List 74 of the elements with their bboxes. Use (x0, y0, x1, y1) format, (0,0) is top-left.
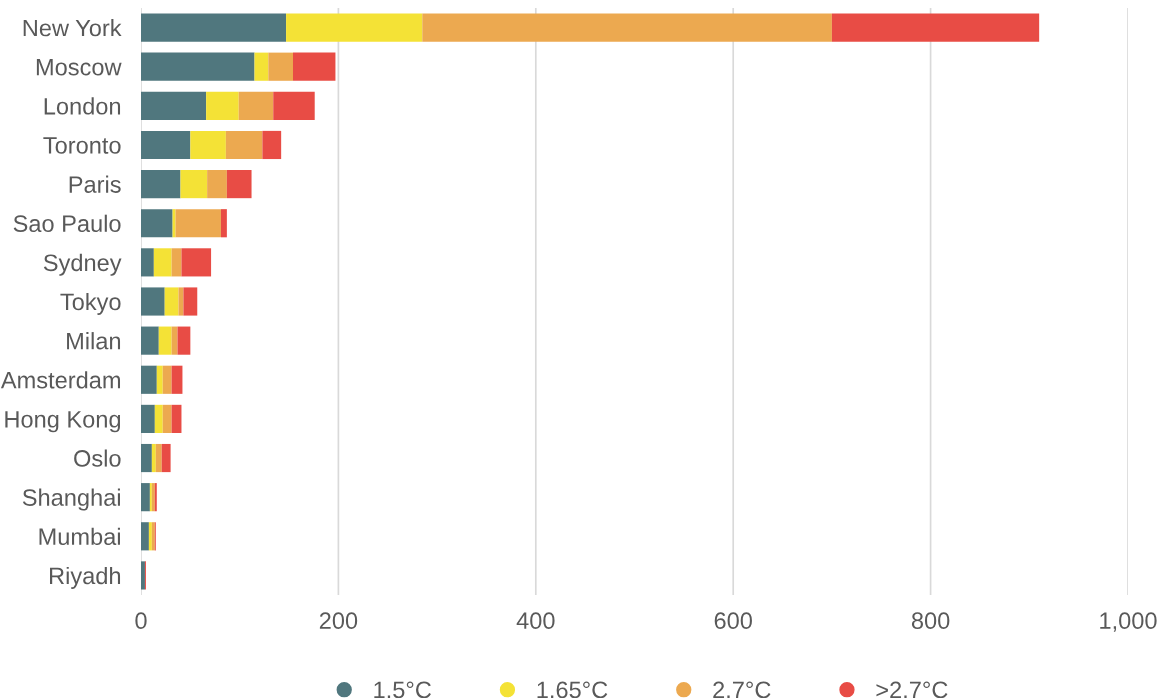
legend-label: 1.65°C (537, 681, 608, 698)
bar (141, 404, 155, 433)
bar (183, 287, 198, 316)
x-tick-label: 800 (911, 612, 950, 630)
bar (141, 365, 157, 394)
bar (141, 287, 165, 316)
y-tick-label: Milan (67, 332, 121, 350)
bar (164, 287, 179, 316)
bar (206, 91, 239, 120)
bar (141, 91, 207, 120)
bar (162, 365, 172, 394)
bar (153, 248, 172, 277)
y-tick-label: Oslo (74, 449, 121, 467)
y-tick-label: Shanghai (22, 488, 120, 511)
y-tick-label: Hong Kong (5, 411, 121, 433)
x-tick-label: 1,000 (1100, 612, 1157, 632)
bar (226, 170, 252, 199)
bar (171, 404, 182, 433)
y-tick-label: Sydney (43, 253, 122, 276)
bar (831, 13, 1040, 42)
bar (172, 209, 176, 238)
y-tick-label: Paris (69, 175, 121, 193)
y-tick-label: Riyadh (50, 566, 121, 589)
bar (422, 13, 832, 42)
x-tick-label: 0 (135, 612, 147, 630)
bar (286, 13, 423, 42)
bar (177, 326, 191, 355)
y-tick-label: London (44, 97, 121, 115)
bar (158, 326, 172, 355)
bar (141, 483, 150, 512)
legend-label: >2.7°C (876, 681, 948, 698)
x-tick-label: 400 (516, 612, 555, 630)
bar (238, 91, 274, 120)
y-tick-label: Toronto (43, 137, 121, 154)
bar (293, 52, 336, 81)
y-tick-label: Sao Paulo (13, 214, 121, 233)
y-tick-label: New York (23, 19, 122, 37)
bar (141, 170, 181, 199)
bar (268, 52, 293, 81)
bar (154, 404, 163, 433)
bar (171, 365, 183, 394)
bar (141, 130, 191, 160)
bar (141, 13, 287, 42)
y-tick-label: Mumbai (39, 527, 120, 546)
bar (141, 326, 159, 355)
x-tick-label: 600 (714, 612, 752, 630)
bar (207, 170, 227, 199)
bar (162, 404, 172, 433)
bar (190, 130, 226, 160)
y-tick-label: Moscow (36, 59, 122, 76)
bar (220, 209, 227, 238)
legend-label: 1.5°C (374, 681, 431, 698)
bar (141, 52, 255, 81)
y-tick-label: Tokyo (60, 292, 121, 315)
bar (161, 443, 171, 473)
bar (151, 443, 156, 473)
bar (141, 209, 173, 238)
bar (254, 52, 269, 81)
bar (155, 443, 162, 473)
bar (171, 248, 182, 277)
bar (156, 365, 163, 394)
bar (273, 91, 315, 120)
bar (141, 443, 152, 473)
legend-label: 2.7°C (713, 681, 771, 698)
x-tick-label: 200 (319, 612, 358, 630)
bar (141, 522, 149, 551)
bar (181, 248, 212, 277)
bar (175, 209, 221, 238)
bar (180, 170, 208, 199)
bar (141, 248, 154, 277)
bar (171, 326, 178, 355)
y-tick-label: Amsterdam (0, 371, 120, 389)
bar (262, 130, 282, 160)
bar (225, 130, 263, 160)
